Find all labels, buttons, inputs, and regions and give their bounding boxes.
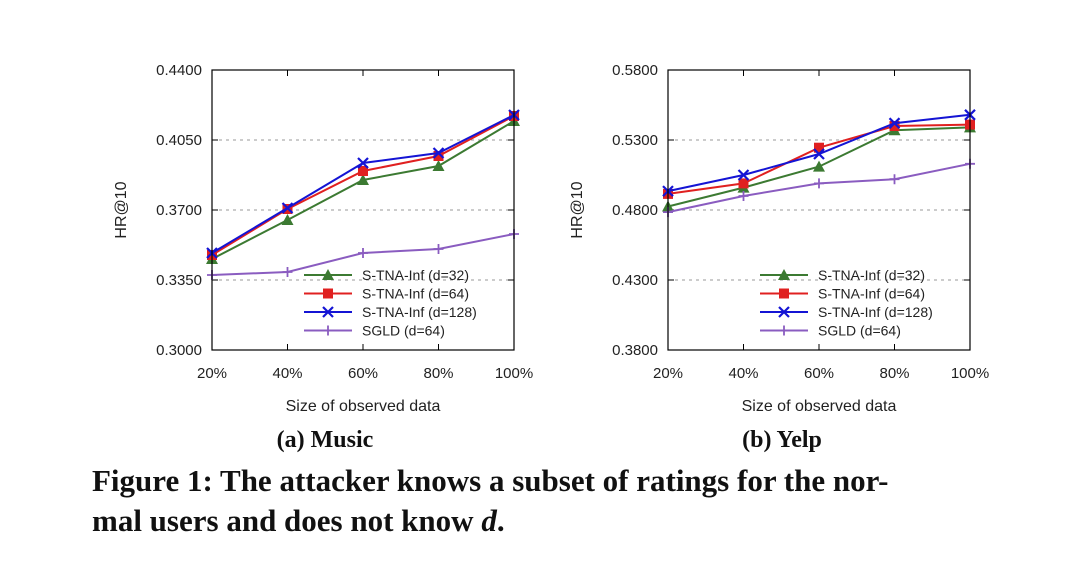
caption-variable: d <box>481 503 497 538</box>
legend-label: SGLD (d=64) <box>818 323 901 339</box>
legend-label: SGLD (d=64) <box>362 323 445 339</box>
data-point <box>432 147 445 159</box>
data-point <box>889 174 900 185</box>
data-point <box>358 248 368 258</box>
y-axis-label: HR@10 <box>569 181 586 238</box>
plot-frame <box>667 69 971 351</box>
y-tick-label: 0.4300 <box>612 272 658 289</box>
x-axis-label: Size of observed data <box>286 398 441 415</box>
legend-marker <box>778 269 790 280</box>
series-line <box>211 120 515 260</box>
x-tick-label: 20% <box>197 365 227 382</box>
y-tick-label: 0.3000 <box>156 342 202 359</box>
data-point <box>281 202 294 214</box>
legend-label: S-TNA-Inf (d=32) <box>818 267 925 283</box>
caption-period: . <box>497 503 505 538</box>
subcaption-yelp: (b) Yelp <box>742 427 822 453</box>
x-tick-label: 100% <box>495 365 533 382</box>
plot-frame <box>211 69 515 351</box>
music-chart-panel: 0.3000 0.3350 0.3700 0.4050 0.4400 20% 40% 60% 8… <box>113 62 533 415</box>
x-tick-label: 40% <box>272 365 302 382</box>
legend-marker <box>323 325 333 336</box>
legend-marker <box>779 288 789 299</box>
data-point <box>889 121 900 131</box>
series-4 <box>663 158 975 218</box>
data-point <box>432 160 445 171</box>
data-point <box>282 267 293 277</box>
legend: S-TNA-Inf (d=32) S-TNA-Inf (d=64) S-TNA-In… <box>304 267 477 339</box>
legend-marker <box>779 325 789 336</box>
series-1 <box>662 121 976 212</box>
subcaption-music: (a) Music <box>277 427 374 453</box>
x-tick-label: 20% <box>653 365 683 382</box>
data-point <box>358 166 368 176</box>
x-axis-label: Size of observed data <box>742 398 897 415</box>
data-point <box>433 151 444 161</box>
data-point <box>281 214 294 225</box>
y-tick-label: 0.3350 <box>156 272 202 289</box>
data-point <box>813 160 825 172</box>
caption-text: mal users and does not know <box>92 503 481 538</box>
y-tick-label: 0.3700 <box>156 202 202 219</box>
x-tick-label: 60% <box>804 365 834 382</box>
figure-caption-line-1: Figure 1: The attacker knows a subset of… <box>92 463 889 498</box>
data-point <box>814 142 824 153</box>
legend: S-TNA-Inf (d=32) S-TNA-Inf (d=64) S-TNA-In… <box>760 267 933 339</box>
legend-marker <box>322 269 334 280</box>
data-point <box>357 157 369 169</box>
legend-label: S-TNA-Inf (d=32) <box>362 267 469 283</box>
legend-label: S-TNA-Inf (d=128) <box>818 304 933 320</box>
x-tick-label: 80% <box>879 365 909 382</box>
legend-label: S-TNA-Inf (d=64) <box>818 286 925 302</box>
y-tick-label: 0.4400 <box>156 62 202 79</box>
y-tick-label: 0.4050 <box>156 132 202 149</box>
data-point <box>737 169 750 181</box>
data-point <box>357 174 369 185</box>
legend-marker <box>322 306 334 318</box>
y-tick-label: 0.5300 <box>612 132 658 149</box>
legend-label: S-TNA-Inf (d=128) <box>362 304 477 320</box>
data-point <box>738 178 749 189</box>
data-point <box>888 117 901 129</box>
y-tick-label: 0.5800 <box>612 62 658 79</box>
x-tick-label: 60% <box>348 365 378 382</box>
figure-caption-line-2: mal users and does not know d. <box>92 503 505 538</box>
yelp-chart-panel: 0.3800 0.4300 0.4800 0.5300 0.5800 20% 40% 60% 8… <box>569 62 989 415</box>
legend-marker <box>778 306 790 318</box>
y-axis-label: HR@10 <box>113 181 130 238</box>
legend-marker <box>323 288 333 299</box>
data-point <box>738 191 749 201</box>
x-tick-label: 80% <box>423 365 453 382</box>
series-4 <box>207 229 519 280</box>
y-tick-label: 0.4800 <box>612 202 658 219</box>
x-tick-label: 40% <box>728 365 758 382</box>
legend-label: S-TNA-Inf (d=64) <box>362 286 469 302</box>
data-point <box>814 178 824 189</box>
y-tick-label: 0.3800 <box>612 342 658 359</box>
data-point <box>813 148 825 160</box>
data-point <box>433 244 444 254</box>
x-tick-label: 100% <box>951 365 989 382</box>
